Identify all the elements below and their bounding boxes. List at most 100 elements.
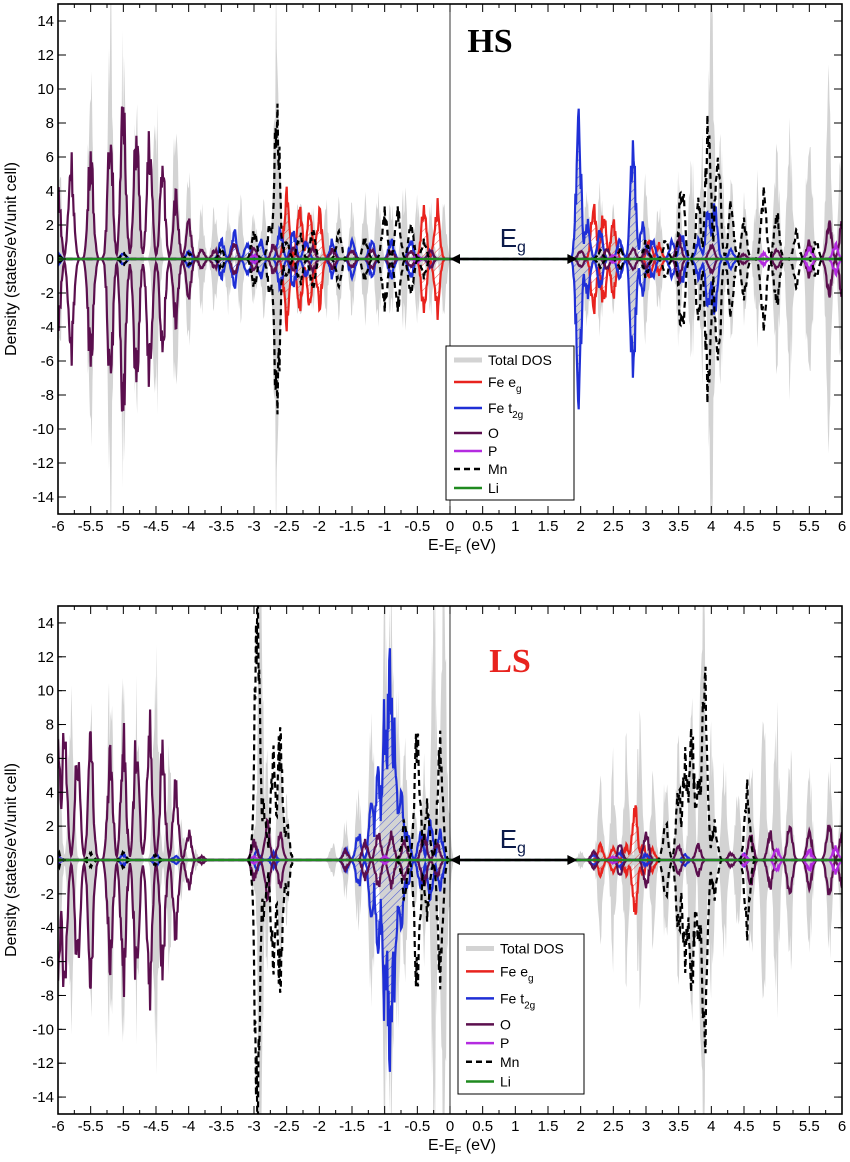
y-tick-label: -12 [32,455,54,472]
y-tick-label: 0 [46,852,54,869]
y-tick-label: 10 [37,683,54,700]
legend-label: Fe eg [500,963,534,984]
y-tick-label: -10 [32,421,54,438]
y-tick-label: -12 [32,1055,54,1072]
x-tick-label: -3 [247,1118,260,1135]
gap-arrow-head-left [450,855,460,865]
legend-item-p: P [454,443,497,459]
legend-item-mn: Mn [454,461,507,477]
x-tick-label: -2 [313,518,326,535]
y-tick-label: 6 [46,750,54,767]
x-tick-label: -5.5 [78,518,104,535]
x-tick-label: 5.5 [799,518,820,535]
x-tick-label: 6 [838,518,846,535]
x-tick-label: 4 [707,1118,715,1135]
gap-arrow-head-right [567,254,578,264]
x-tick-label: 1 [511,518,519,535]
x-tick-label: 3 [642,518,650,535]
x-tick-label: -5 [117,518,130,535]
y-tick-label: -14 [32,489,54,506]
legend-item-fe-t: Fe t2g [454,400,523,421]
x-tick-label: -6 [51,1118,64,1135]
x-tick-label: -2 [313,1118,326,1135]
y-axis-label: Density (states/eV/unit cell) [3,763,20,957]
x-tick-label: 2.5 [603,1118,624,1135]
legend: Total DOS Fe eg Fe t2g OP Mn Li [457,933,585,1095]
legend-box [457,933,585,1095]
legend-label: P [488,443,497,459]
x-tick-label: 1.5 [538,518,559,535]
legend-label: Total DOS [500,941,564,957]
legend-box [445,345,575,501]
gap-arrow-head-right [567,855,578,865]
legend-label: Total DOS [488,352,552,368]
dos-panel-hs: Eg -6 -5.5 -5 -4.5 -4 -3.5 -3 -2.5 -2 -1.5 -1 -0.5 0 0… [3,3,846,557]
x-tick-label: 2.5 [603,518,624,535]
y-tick-label: 4 [46,784,54,801]
y-tick-label: -10 [32,1021,54,1038]
x-tick-label: 5 [772,518,780,535]
series-line-down [58,257,842,415]
x-tick-label: 1.5 [538,1118,559,1135]
y-tick-label: -14 [32,1089,54,1106]
legend: Total DOS Fe eg Fe t2g OP Mn Li [445,345,575,501]
x-tick-label: 1 [511,1118,519,1135]
x-tick-label: 3.5 [668,518,689,535]
x-tick-label: -0.5 [404,518,430,535]
legend-item-li: Li [466,1074,511,1090]
x-tick-label: -1.5 [339,1118,365,1135]
series-line-up [58,103,842,261]
legend-item-fe-t: Fe t2g [466,990,535,1011]
x-tick-label: 3.5 [668,1118,689,1135]
x-tick-label: -2.5 [274,1118,300,1135]
x-tick-label: -4 [182,518,195,535]
y-tick-label: -6 [41,353,54,370]
y-tick-label: 0 [46,251,54,268]
x-tick-label: 0.5 [472,1118,493,1135]
legend-item-fe-e: Fe eg [466,963,534,984]
panel-label: LS [489,643,531,680]
x-tick-label: -3 [247,518,260,535]
series-mn [58,103,842,415]
legend-label: O [500,1016,511,1032]
x-tick-label: 0.5 [472,518,493,535]
x-tick-label: 2 [576,1118,584,1135]
y-tick-label: -4 [41,319,54,336]
x-tick-label: 4 [707,518,715,535]
y-tick-label: 12 [37,649,54,666]
gap-arrow-head-left [450,254,460,264]
x-tick-label: -5 [117,1118,130,1135]
x-tick-label: 3 [642,1118,650,1135]
legend-item-mn: Mn [466,1054,519,1070]
legend-label: Li [500,1074,511,1090]
x-tick-label: -3.5 [208,1118,234,1135]
legend-label: Fe t2g [488,400,523,421]
y-tick-label: 8 [46,717,54,734]
y-tick-label: -8 [41,387,54,404]
y-tick-label: 12 [37,47,54,64]
y-tick-label: 4 [46,183,54,200]
x-tick-label: 5 [772,1118,780,1135]
legend-item-total-dos: Total DOS [466,941,564,957]
legend-label: Mn [500,1054,519,1070]
y-tick-label: 2 [46,818,54,835]
x-tick-label: -3.5 [208,518,234,535]
x-tick-label: -2.5 [274,518,300,535]
x-axis-label: E-EF (eV) [428,537,496,557]
legend-label: O [488,425,499,441]
x-tick-label: -5.5 [78,1118,104,1135]
x-tick-label: -1.5 [339,518,365,535]
y-tick-label: 14 [37,13,54,30]
y-tick-label: 2 [46,217,54,234]
x-tick-label: 6 [838,1118,846,1135]
legend-label: P [500,1035,509,1051]
legend-item-o: O [466,1016,511,1032]
x-tick-label: 0 [446,1118,454,1135]
x-tick-label: 4.5 [734,518,755,535]
dos-panel-ls: Eg -6 -5.5 -5 -4.5 -4 -3.5 -3 -2.5 -2 -1.5 -1 -0.5 0 0… [3,605,846,1157]
legend-item-p: P [466,1035,509,1051]
x-tick-label: -1 [378,1118,391,1135]
y-tick-label: -8 [41,987,54,1004]
x-tick-label: -1 [378,518,391,535]
y-tick-label: 6 [46,149,54,166]
